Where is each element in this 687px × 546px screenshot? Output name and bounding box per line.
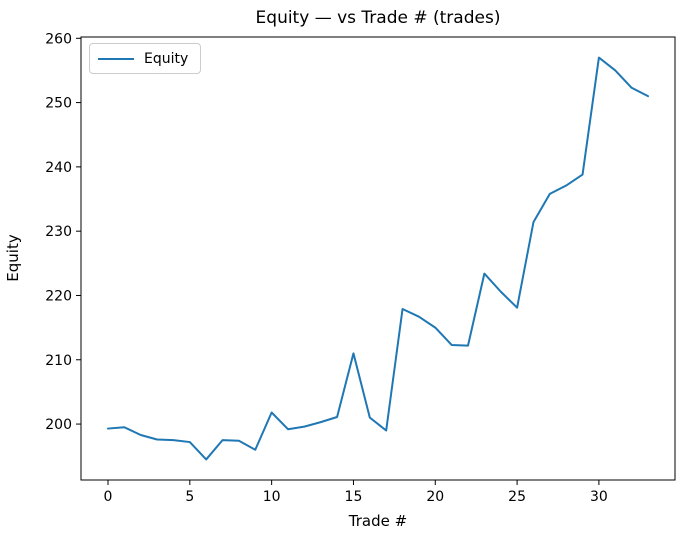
x-tick-label: 15 <box>345 489 363 505</box>
y-tick-label: 260 <box>45 31 72 47</box>
x-tick-label: 25 <box>508 489 526 505</box>
legend: Equity <box>89 43 202 74</box>
y-tick-label: 200 <box>45 417 72 433</box>
chart-title: Equity — vs Trade # (trades) <box>255 8 501 28</box>
x-tick-label: 10 <box>263 489 281 505</box>
x-tick-label: 5 <box>185 489 194 505</box>
y-tick-label: 230 <box>45 224 72 240</box>
x-tick-label: 0 <box>104 489 113 505</box>
y-tick-label: 220 <box>45 288 72 304</box>
legend-label: Equity <box>144 50 189 67</box>
y-tick-label: 210 <box>45 353 72 369</box>
x-tick-label: 20 <box>426 489 444 505</box>
axes-spines <box>80 36 676 481</box>
y-tick-label: 240 <box>45 160 72 176</box>
y-tick-label: 250 <box>45 96 72 112</box>
x-tick-label: 30 <box>590 489 608 505</box>
x-axis-label: Trade # <box>348 512 408 530</box>
legend-line-icon <box>98 57 134 60</box>
equity-line <box>107 56 649 461</box>
